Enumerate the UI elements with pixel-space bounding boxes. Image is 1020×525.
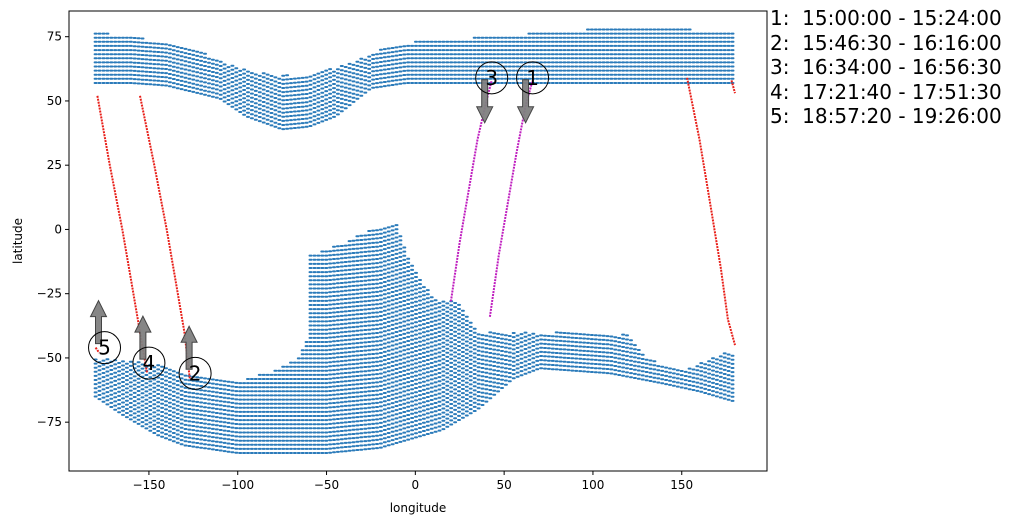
plot-frame bbox=[68, 10, 768, 472]
legend-entry: 5: 18:57:20 - 19:26:00 bbox=[770, 104, 1002, 128]
legend-entry: 3: 16:34:00 - 16:56:30 bbox=[770, 55, 1002, 79]
coverage-region bbox=[93, 28, 735, 131]
orbit-track-3 bbox=[686, 77, 736, 346]
marker-circle bbox=[178, 356, 212, 390]
coverage-region bbox=[93, 224, 735, 454]
y-tick-label: 75 bbox=[47, 30, 62, 44]
marker-label: 1 bbox=[526, 66, 539, 90]
coverage-dots bbox=[93, 28, 735, 454]
x-tick-label: −50 bbox=[314, 478, 339, 492]
orbit-track-4 bbox=[94, 347, 101, 354]
arrow-down-icon bbox=[475, 79, 494, 124]
legend-entry: 1: 15:00:00 - 15:24:00 bbox=[770, 6, 1002, 30]
marker-circle bbox=[475, 61, 509, 95]
x-tick-label: 0 bbox=[412, 478, 420, 492]
marker-circle bbox=[132, 346, 166, 380]
pass-marker-5: 5 bbox=[88, 299, 122, 365]
marker-label: 2 bbox=[189, 361, 202, 385]
marker-circle bbox=[516, 61, 550, 95]
pass-marker-1: 1 bbox=[516, 61, 550, 124]
pass-marker-3: 3 bbox=[475, 61, 509, 124]
arrow-down-icon bbox=[516, 79, 535, 124]
arrow-up-icon bbox=[134, 314, 152, 360]
x-tick-label: −150 bbox=[132, 478, 165, 492]
marker-label: 3 bbox=[485, 66, 498, 90]
coverage-dot-grid bbox=[93, 224, 735, 454]
legend: 1: 15:00:00 - 15:24:00 2: 15:46:30 - 16:… bbox=[770, 6, 1002, 129]
arrow-up-icon bbox=[180, 325, 198, 370]
coverage-dot-grid bbox=[93, 28, 735, 131]
marker-label: 5 bbox=[98, 336, 111, 360]
arrow-up-icon bbox=[89, 299, 108, 345]
legend-entry: 4: 17:21:40 - 17:51:30 bbox=[770, 79, 1002, 104]
x-tick-label: 100 bbox=[581, 478, 604, 492]
pass-annotations: 1 2 3 4 5 bbox=[88, 61, 550, 390]
x-tick-label: 150 bbox=[670, 478, 693, 492]
orbit-track-2 bbox=[139, 95, 191, 379]
y-tick-label: 0 bbox=[54, 222, 62, 236]
y-axis: −75 −50 −25 0 25 50 75 bbox=[37, 30, 69, 429]
marker-circle bbox=[88, 331, 122, 365]
x-tick-label: 50 bbox=[496, 478, 511, 492]
x-axis: −150 −100 −50 0 50 100 150 bbox=[132, 471, 693, 492]
y-axis-label: latitude bbox=[11, 218, 25, 264]
orbit-track-5 bbox=[730, 80, 736, 94]
x-tick-label: −100 bbox=[221, 478, 254, 492]
y-tick-label: −25 bbox=[37, 287, 62, 301]
y-tick-label: 50 bbox=[47, 94, 62, 108]
pass-marker-2: 2 bbox=[178, 325, 212, 390]
legend-entry: 2: 15:46:30 - 16:16:00 bbox=[770, 30, 1002, 55]
pass-marker-4: 4 bbox=[132, 314, 166, 380]
y-tick-label: −50 bbox=[37, 351, 62, 365]
y-tick-label: 25 bbox=[47, 158, 62, 172]
orbit-track-7 bbox=[488, 80, 534, 317]
x-axis-label: longitude bbox=[390, 501, 447, 515]
marker-label: 4 bbox=[143, 351, 156, 375]
y-tick-label: −75 bbox=[37, 415, 62, 429]
